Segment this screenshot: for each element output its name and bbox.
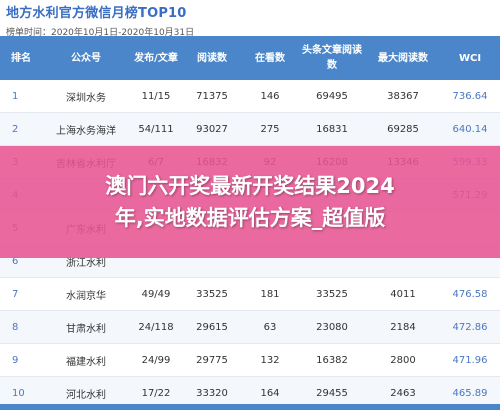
table-row: 1 深圳水务 11/15 71375 146 69495 38367 736.64 bbox=[0, 80, 500, 113]
table-row: 9 福建水利 24/99 29775 132 16382 2800 471.96 bbox=[0, 343, 500, 377]
page-title: 地方水利官方微信月榜TOP10 bbox=[6, 6, 187, 21]
cell-max-reads: 69285 bbox=[366, 112, 440, 146]
overlay-banner[interactable]: 澳门六开奖最新开奖结果2024 年,实地数据评估方案_超值版 bbox=[0, 146, 500, 258]
cell-name: 水润京华 bbox=[42, 277, 130, 311]
cell-reads: 29615 bbox=[182, 310, 242, 344]
cell-posts: 49/49 bbox=[130, 277, 182, 311]
cell-reads: 93027 bbox=[182, 112, 242, 146]
cell-rank: 8 bbox=[0, 310, 42, 344]
cell-likes: 132 bbox=[242, 343, 298, 377]
column-header-rank: 排名 bbox=[0, 36, 42, 80]
table-row: 2 上海水务海洋 54/111 93027 275 16831 69285 640.14 bbox=[0, 112, 500, 146]
cell-max-reads: 2184 bbox=[366, 310, 440, 344]
cell-rank: 2 bbox=[0, 112, 42, 146]
column-header-max-reads: 最大阅读数 bbox=[366, 36, 440, 80]
cell-rank: 7 bbox=[0, 277, 42, 311]
cell-wci: 736.64 bbox=[440, 80, 500, 113]
cell-likes: 181 bbox=[242, 277, 298, 311]
cell-reads: 29775 bbox=[182, 343, 242, 377]
column-header-wci: WCI bbox=[440, 36, 500, 80]
table-row: 8 甘肃水利 24/118 29615 63 23080 2184 472.86 bbox=[0, 310, 500, 344]
ranking-period: 榜单时间：2020年10月1日-2020年10月31日 bbox=[6, 28, 195, 38]
cell-posts: 24/118 bbox=[130, 310, 182, 344]
cell-posts: 54/111 bbox=[130, 112, 182, 146]
cell-top-reads: 23080 bbox=[298, 310, 366, 344]
cell-wci: 472.86 bbox=[440, 310, 500, 344]
cell-rank: 1 bbox=[0, 80, 42, 113]
cell-name: 甘肃水利 bbox=[42, 310, 130, 344]
cell-top-reads: 16382 bbox=[298, 343, 366, 377]
cell-rank: 9 bbox=[0, 343, 42, 377]
cell-reads: 71375 bbox=[182, 80, 242, 113]
cell-top-reads: 33525 bbox=[298, 277, 366, 311]
cell-max-reads: 38367 bbox=[366, 80, 440, 113]
cell-likes: 63 bbox=[242, 310, 298, 344]
cell-likes: 146 bbox=[242, 80, 298, 113]
cell-wci: 471.96 bbox=[440, 343, 500, 377]
footer-bar bbox=[0, 404, 500, 410]
column-header-likes: 在看数 bbox=[242, 36, 298, 80]
banner-line-1: 澳门六开奖最新开奖结果2024 bbox=[105, 174, 395, 198]
cell-name: 上海水务海洋 bbox=[42, 112, 130, 146]
column-header-account: 公众号 bbox=[42, 36, 130, 80]
cell-reads: 33525 bbox=[182, 277, 242, 311]
cell-posts: 24/99 bbox=[130, 343, 182, 377]
cell-max-reads: 2800 bbox=[366, 343, 440, 377]
banner-line-2: 年,实地数据评估方案_超值版 bbox=[114, 206, 386, 230]
cell-wci: 640.14 bbox=[440, 112, 500, 146]
cell-likes: 275 bbox=[242, 112, 298, 146]
column-header-reads: 阅读数 bbox=[182, 36, 242, 80]
cell-top-reads: 16831 bbox=[298, 112, 366, 146]
banner-text: 澳门六开奖最新开奖结果2024 年,实地数据评估方案_超值版 bbox=[0, 170, 500, 234]
cell-max-reads: 4011 bbox=[366, 277, 440, 311]
cell-name: 福建水利 bbox=[42, 343, 130, 377]
cell-wci: 476.58 bbox=[440, 277, 500, 311]
cell-name: 深圳水务 bbox=[42, 80, 130, 113]
cell-top-reads: 69495 bbox=[298, 80, 366, 113]
cell-posts: 11/15 bbox=[130, 80, 182, 113]
column-header-top-reads: 头条文章阅读数 bbox=[298, 36, 366, 80]
table-row: 7 水润京华 49/49 33525 181 33525 4011 476.58 bbox=[0, 277, 500, 311]
column-header-posts: 发布/文章 bbox=[130, 36, 182, 80]
table-header-row: 排名 公众号 发布/文章 阅读数 在看数 头条文章阅读数 最大阅读数 WCI bbox=[0, 36, 500, 80]
